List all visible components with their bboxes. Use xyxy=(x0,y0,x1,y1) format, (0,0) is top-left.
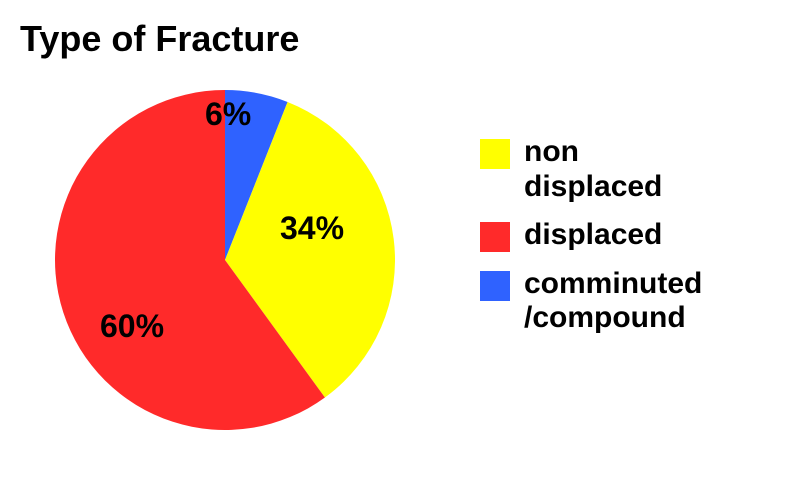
legend-swatch xyxy=(480,222,510,252)
legend-label: displaced xyxy=(524,218,662,253)
chart-title: Type of Fracture xyxy=(20,18,299,60)
legend-swatch xyxy=(480,271,510,301)
legend-label: comminuted /compound xyxy=(524,267,702,336)
legend-label: non displaced xyxy=(524,135,662,204)
slice-label-displaced: 60% xyxy=(100,308,164,345)
slice-label-nondisplaced: 34% xyxy=(280,210,344,247)
slice-label-comminuted: 6% xyxy=(205,96,251,133)
pie-svg xyxy=(55,90,395,430)
legend: non displaced displaced comminuted /comp… xyxy=(480,135,702,350)
legend-item-displaced: displaced xyxy=(480,218,702,253)
legend-swatch xyxy=(480,139,510,169)
pie-chart: 6% 34% 60% xyxy=(55,90,395,430)
legend-item-nondisplaced: non displaced xyxy=(480,135,702,204)
legend-item-comminuted: comminuted /compound xyxy=(480,267,702,336)
